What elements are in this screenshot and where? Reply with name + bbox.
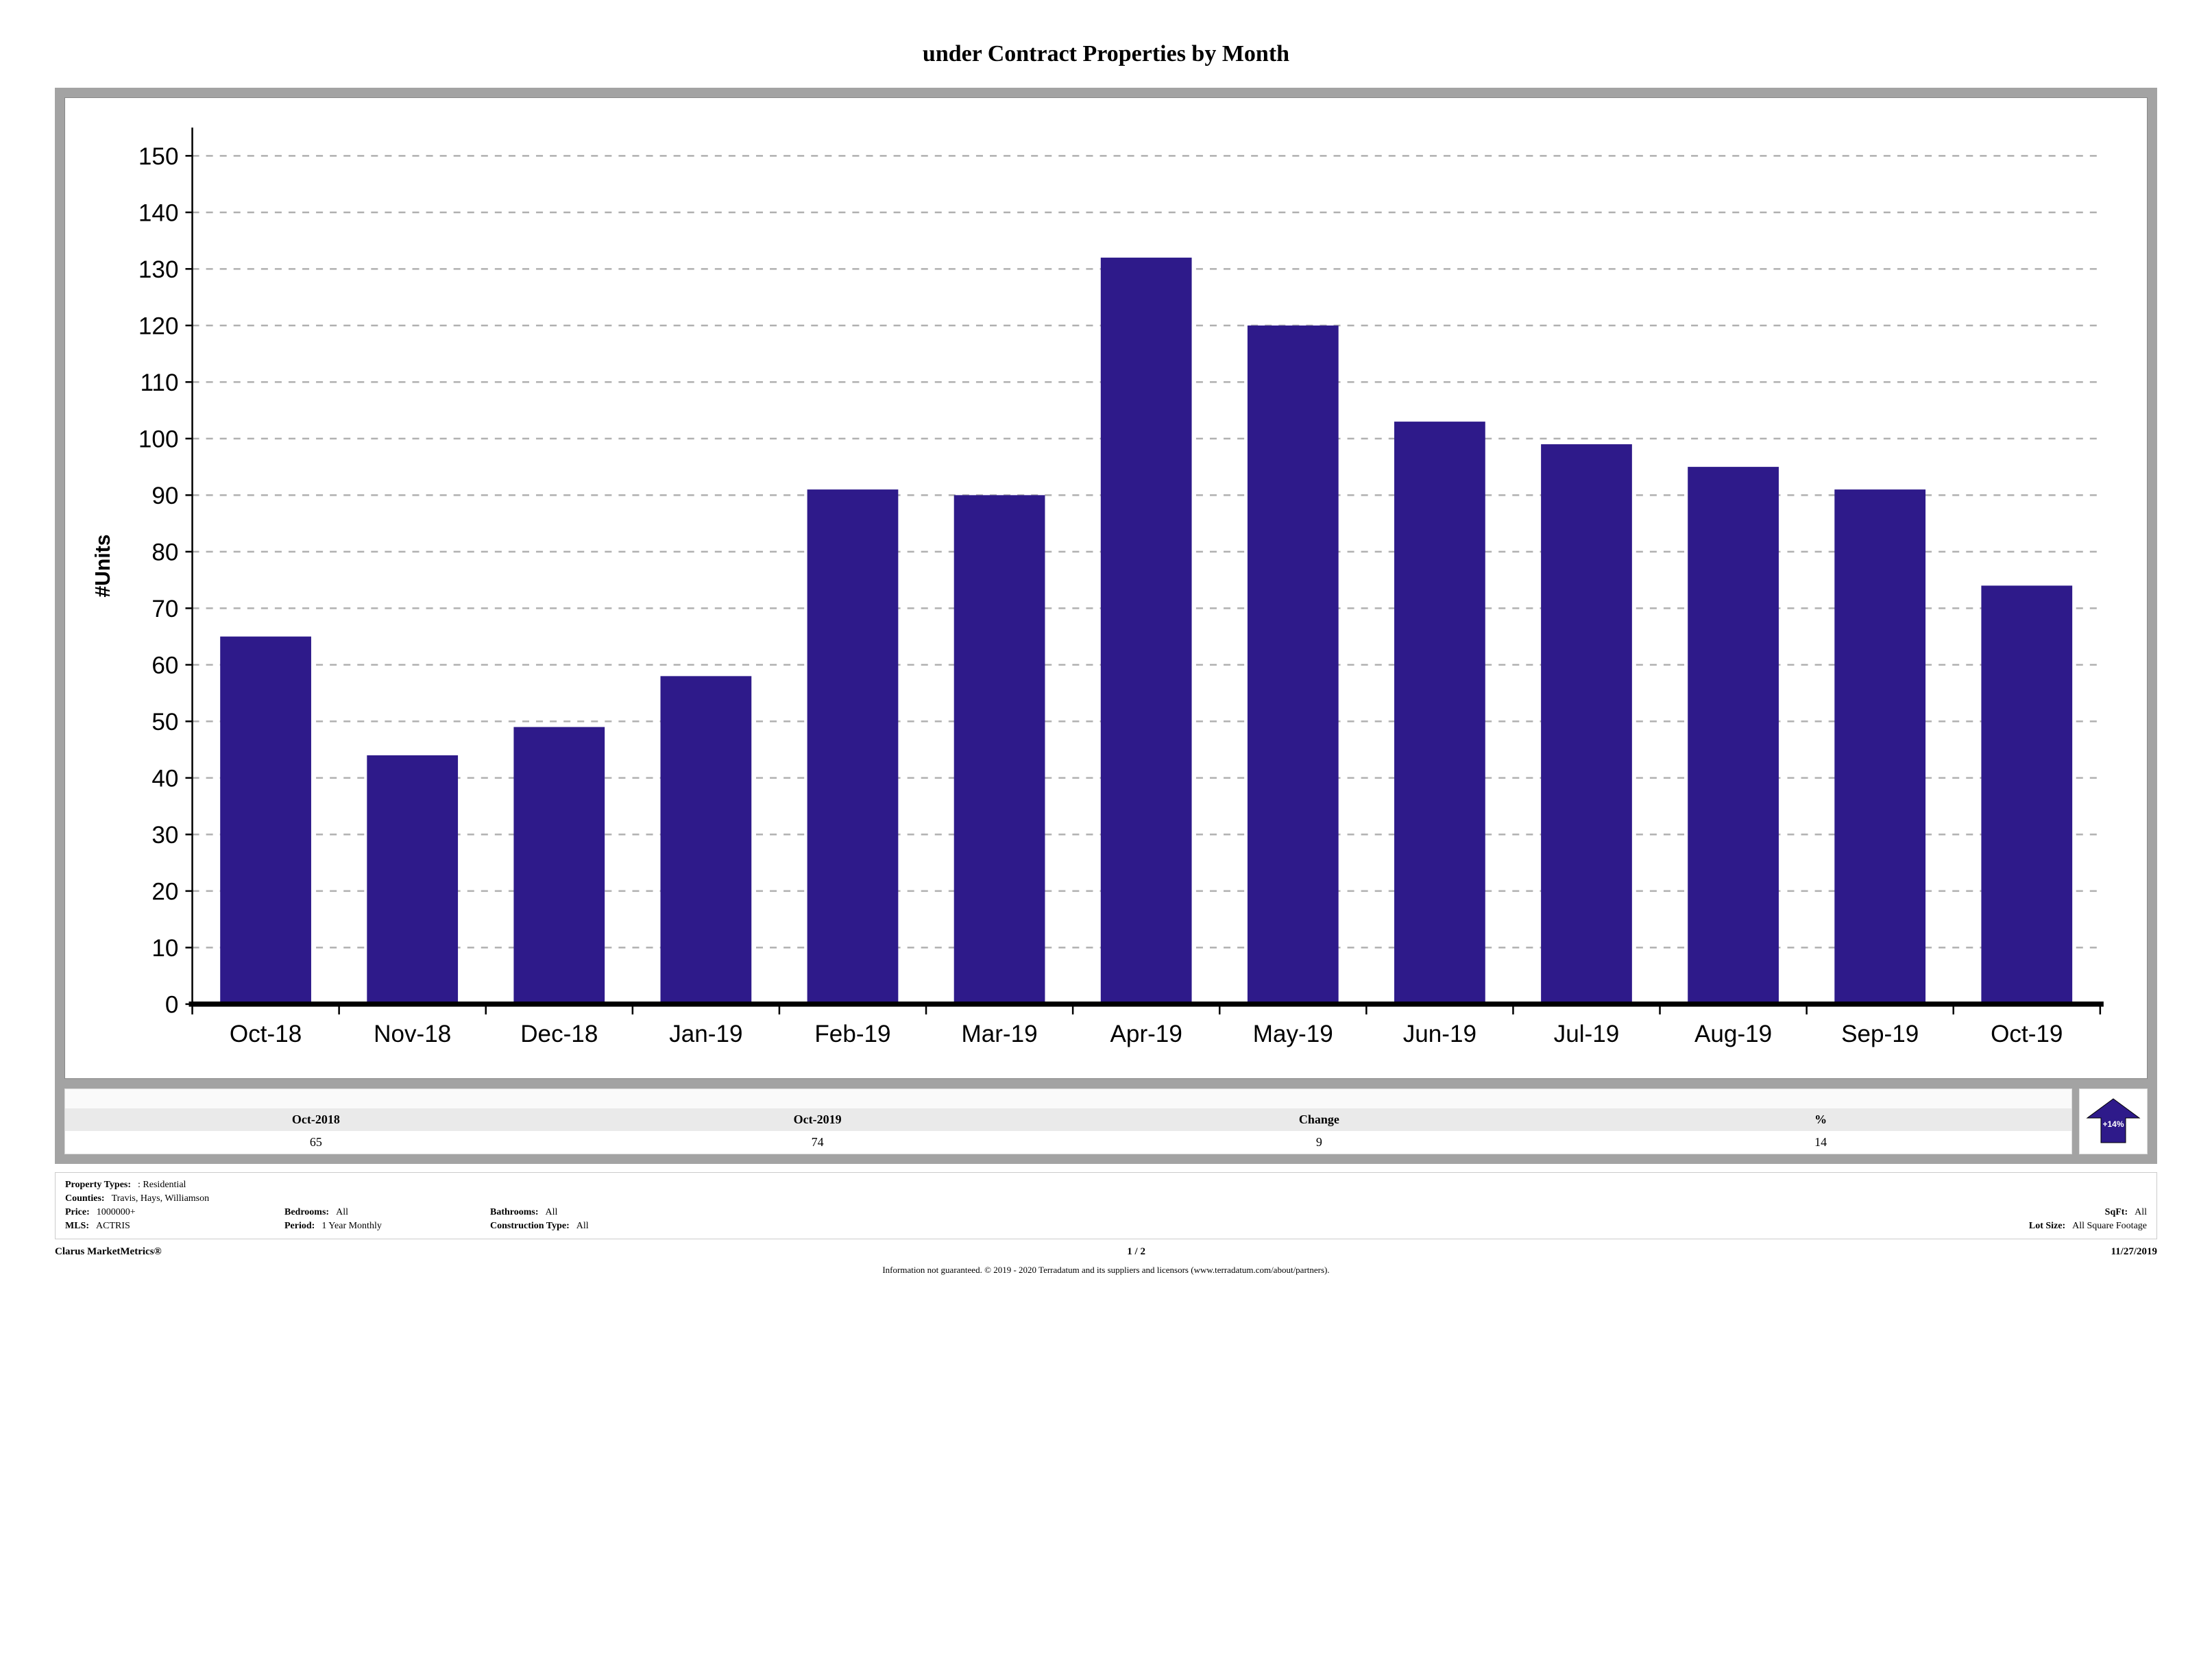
svg-text:50: 50 xyxy=(151,709,178,735)
summary-header: Oct-2018 xyxy=(65,1108,567,1131)
filter-counties: Counties: Travis, Hays, Williamson xyxy=(65,1193,257,1204)
svg-text:150: 150 xyxy=(138,143,179,170)
summary-value: 14 xyxy=(1570,1131,2071,1154)
svg-text:#Units: #Units xyxy=(92,535,114,598)
chart-frame: 0 10 20 30 40 50 60 70 80 90 100 110 120 130 140 150 #Un… xyxy=(55,88,2157,1164)
bar-chart: 0 10 20 30 40 50 60 70 80 90 100 110 120 130 140 150 #Un… xyxy=(72,110,2135,1073)
svg-text:70: 70 xyxy=(151,596,178,622)
footer-brand: Clarus MarketMetrics® xyxy=(55,1246,162,1258)
filter-price: Price: 1000000+ xyxy=(65,1207,257,1218)
svg-text:Dec-18: Dec-18 xyxy=(520,1021,598,1047)
filters-panel: Property Types: : Residential Counties: … xyxy=(55,1172,2157,1239)
change-indicator: +14% xyxy=(2079,1089,2148,1154)
svg-text:Jun-19: Jun-19 xyxy=(1403,1021,1476,1047)
svg-text:130: 130 xyxy=(138,256,179,283)
footer-date: 11/27/2019 xyxy=(2111,1246,2157,1258)
svg-text:Sep-19: Sep-19 xyxy=(1841,1021,1919,1047)
disclaimer: Information not guaranteed. © 2019 - 202… xyxy=(55,1265,2157,1276)
filter-period: Period: 1 Year Monthly xyxy=(284,1221,463,1232)
footer-page: 1 / 2 xyxy=(1127,1246,1145,1258)
summary-header: % xyxy=(1570,1108,2071,1131)
chart-area: 0 10 20 30 40 50 60 70 80 90 100 110 120 130 140 150 #Un… xyxy=(64,97,2148,1079)
svg-text:90: 90 xyxy=(151,483,178,509)
summary-block: Oct-2018 Oct-2019 Change % 65 74 9 14 +1… xyxy=(64,1089,2148,1154)
filter-construction-type: Construction Type: All xyxy=(490,1221,675,1232)
page-footer: Clarus MarketMetrics® 1 / 2 11/27/2019 xyxy=(55,1246,2157,1258)
svg-text:30: 30 xyxy=(151,822,178,849)
svg-text:Jul-19: Jul-19 xyxy=(1554,1021,1620,1047)
svg-text:20: 20 xyxy=(151,878,178,905)
svg-text:110: 110 xyxy=(141,369,179,396)
svg-text:Nov-18: Nov-18 xyxy=(374,1021,451,1047)
svg-text:60: 60 xyxy=(151,652,178,679)
filter-mls: MLS: ACTRIS xyxy=(65,1221,257,1232)
summary-value: 65 xyxy=(65,1131,567,1154)
svg-text:40: 40 xyxy=(151,765,178,792)
page-title: under Contract Properties by Month xyxy=(55,41,2157,67)
svg-text:Jan-19: Jan-19 xyxy=(669,1021,742,1047)
svg-text:Oct-19: Oct-19 xyxy=(1991,1021,2063,1047)
summary-table: Oct-2018 Oct-2019 Change % 65 74 9 14 xyxy=(64,1089,2072,1154)
svg-text:May-19: May-19 xyxy=(1253,1021,1333,1047)
svg-text:Oct-18: Oct-18 xyxy=(230,1021,302,1047)
svg-text:10: 10 xyxy=(151,935,178,962)
summary-value: 74 xyxy=(567,1131,1069,1154)
svg-text:Mar-19: Mar-19 xyxy=(962,1021,1038,1047)
svg-text:Feb-19: Feb-19 xyxy=(814,1021,890,1047)
filter-property-types: Property Types: : Residential xyxy=(65,1180,257,1191)
summary-header-row: Oct-2018 Oct-2019 Change % xyxy=(65,1108,2071,1131)
summary-header: Change xyxy=(1069,1108,1570,1131)
svg-text:100: 100 xyxy=(138,426,179,452)
summary-value-row: 65 74 9 14 xyxy=(65,1131,2071,1154)
filter-bedrooms: Bedrooms: All xyxy=(284,1207,463,1218)
filter-sqft: SqFt: All xyxy=(703,1207,2147,1218)
svg-text:140: 140 xyxy=(138,199,179,226)
change-pct-label: +14% xyxy=(2102,1119,2124,1129)
summary-value: 9 xyxy=(1069,1131,1570,1154)
svg-text:0: 0 xyxy=(165,991,179,1018)
summary-header: Oct-2019 xyxy=(567,1108,1069,1131)
svg-text:80: 80 xyxy=(151,539,178,566)
svg-text:120: 120 xyxy=(138,313,179,339)
svg-text:Aug-19: Aug-19 xyxy=(1694,1021,1772,1047)
svg-text:Apr-19: Apr-19 xyxy=(1110,1021,1182,1047)
filter-bathrooms: Bathrooms: All xyxy=(490,1207,675,1218)
filter-lot-size: Lot Size: All Square Footage xyxy=(703,1221,2147,1232)
